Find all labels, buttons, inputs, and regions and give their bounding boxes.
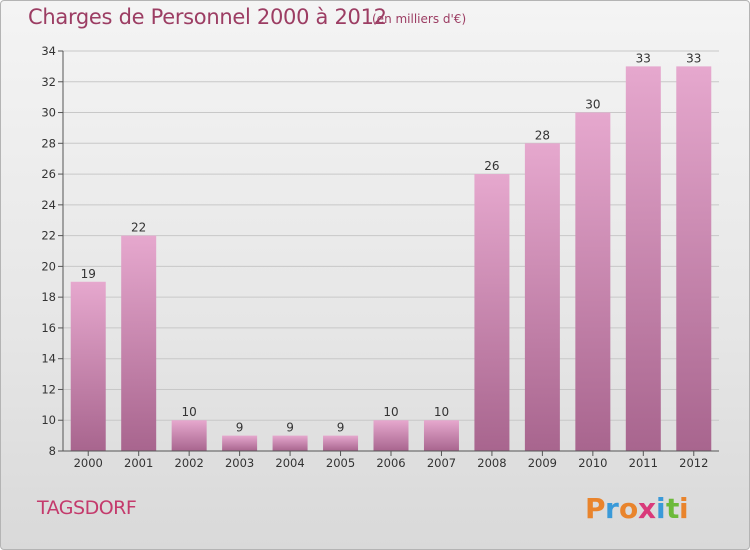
bar xyxy=(474,174,510,452)
y-tick-label: 34 xyxy=(41,44,56,58)
x-tick-label: 2008 xyxy=(477,456,506,470)
bar xyxy=(222,435,258,451)
bar-value-label: 30 xyxy=(585,98,600,112)
bar xyxy=(323,435,359,451)
svg-text:x: x xyxy=(638,492,656,525)
grid xyxy=(63,50,719,452)
svg-text:i: i xyxy=(679,492,689,525)
bar xyxy=(70,281,106,451)
y-tick-label: 28 xyxy=(41,136,56,150)
x-tick-label: 2011 xyxy=(629,456,658,470)
y-tick-label: 24 xyxy=(41,198,56,212)
svg-text:o: o xyxy=(619,492,638,525)
y-tick-label: 32 xyxy=(41,75,56,89)
x-tick-label: 2004 xyxy=(275,456,304,470)
bar xyxy=(524,143,560,452)
y-tick-label: 22 xyxy=(41,229,56,243)
svg-text:P: P xyxy=(585,492,606,525)
x-tick-label: 2003 xyxy=(225,456,254,470)
bar xyxy=(121,235,157,451)
bar-value-label: 9 xyxy=(236,421,244,435)
x-tick-label: 2010 xyxy=(578,456,607,470)
x-tick-label: 2002 xyxy=(175,456,204,470)
bar-value-label: 28 xyxy=(535,128,550,142)
x-tick-label: 2007 xyxy=(427,456,456,470)
svg-text:r: r xyxy=(605,492,619,525)
bar-value-label: 33 xyxy=(636,51,651,65)
y-tick-label: 12 xyxy=(41,382,56,396)
chart-unit: (en milliers d'€) xyxy=(372,12,467,26)
bar xyxy=(423,420,459,451)
bar xyxy=(171,420,207,451)
x-tick-label: 2009 xyxy=(528,456,557,470)
y-tick-label: 20 xyxy=(41,259,56,273)
x-tick-label: 2000 xyxy=(74,456,103,470)
y-tick-label: 14 xyxy=(41,352,56,366)
y-tick-label: 8 xyxy=(49,444,56,458)
bar-value-label: 9 xyxy=(286,421,294,435)
x-tick-label: 2006 xyxy=(376,456,405,470)
y-tick-label: 10 xyxy=(41,413,56,427)
bar xyxy=(575,112,611,452)
bar-value-label: 33 xyxy=(686,51,701,65)
bar xyxy=(373,420,409,451)
proxiti-logo: P r o x i t i xyxy=(585,492,689,525)
bar-value-label: 9 xyxy=(337,421,345,435)
axes: 8 10 12 14 16 18 20 22 24 26 28 30 32 34 2000 2001 2002 2… xyxy=(41,44,719,470)
bar-value-label: 10 xyxy=(383,405,398,419)
commune-name: TAGSDORF xyxy=(37,497,137,519)
bar-value-label: 10 xyxy=(182,405,197,419)
y-tick-label: 30 xyxy=(41,106,56,120)
y-tick-label: 16 xyxy=(41,321,56,335)
x-tick-label: 2005 xyxy=(326,456,355,470)
chart-title: Charges de Personnel 2000 à 2012 xyxy=(28,5,387,29)
svg-text:t: t xyxy=(666,492,679,525)
bar xyxy=(272,435,308,451)
y-tick-label: 26 xyxy=(41,167,56,181)
y-tick-label: 18 xyxy=(41,290,56,304)
bar xyxy=(625,66,661,451)
bar-value-label: 26 xyxy=(484,159,499,173)
bar xyxy=(676,66,712,451)
x-tick-label: 2001 xyxy=(124,456,153,470)
bar-value-label: 19 xyxy=(81,267,96,281)
bar-value-label: 22 xyxy=(131,221,146,235)
bar-value-label: 10 xyxy=(434,405,449,419)
bars: 19 22 10 9 9 9 10 10 26 28 30 33 33 xyxy=(70,51,712,452)
x-tick-label: 2012 xyxy=(679,456,708,470)
svg-text:i: i xyxy=(656,492,666,525)
